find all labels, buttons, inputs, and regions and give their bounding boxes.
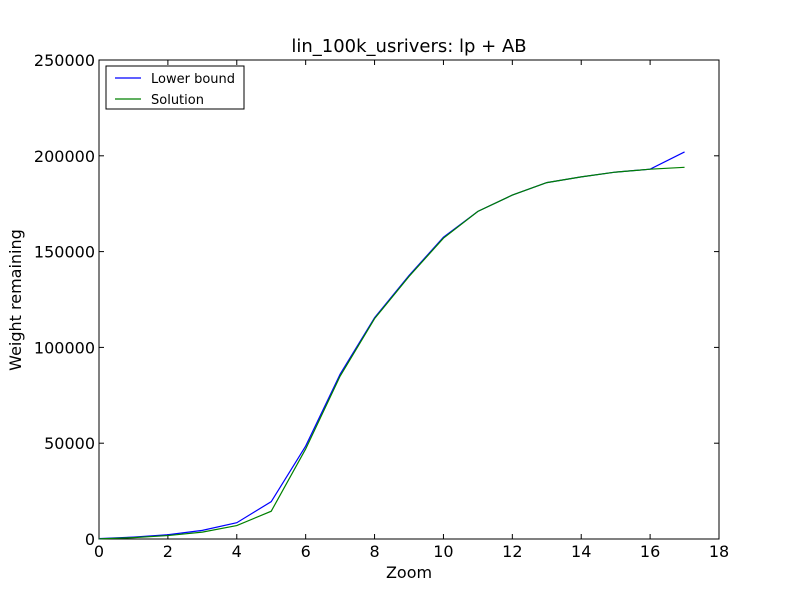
y-axis-ticks: 0 50000 100000 150000 200000 250000 [34,51,719,549]
x-tick-label: 14 [571,542,591,561]
legend-box [105,65,245,110]
x-tick-label: 12 [502,542,522,561]
x-tick-label: 16 [640,542,660,561]
series-lines [98,151,685,540]
x-tick-label: 8 [369,542,379,561]
series-line-1 [98,166,685,540]
y-tick-label: 50000 [44,434,95,453]
y-tick-label: 100000 [34,338,95,357]
x-tick-label: 10 [433,542,453,561]
x-tick-label: 0 [94,542,104,561]
legend: Lower bound Solution [105,65,245,110]
x-tick-label: 2 [163,542,173,561]
y-tick-label: 200000 [34,147,95,166]
y-axis-label: Weight remaining [6,229,25,371]
y-tick-label: 250000 [34,51,95,70]
y-tick-label: 0 [85,530,95,549]
plot-area [98,59,720,540]
x-tick-label: 6 [301,542,311,561]
chart-title: lin_100k_usrivers: lp + AB [291,36,526,57]
x-axis-label: Zoom [386,563,432,582]
legend-label: Solution [151,93,204,108]
y-tick-label: 150000 [34,243,95,262]
x-axis-ticks: 0 2 4 6 8 10 12 14 16 18 [94,60,729,561]
x-tick-label: 4 [232,542,242,561]
x-tick-label: 18 [709,542,729,561]
legend-label: Lower bound [151,72,235,87]
